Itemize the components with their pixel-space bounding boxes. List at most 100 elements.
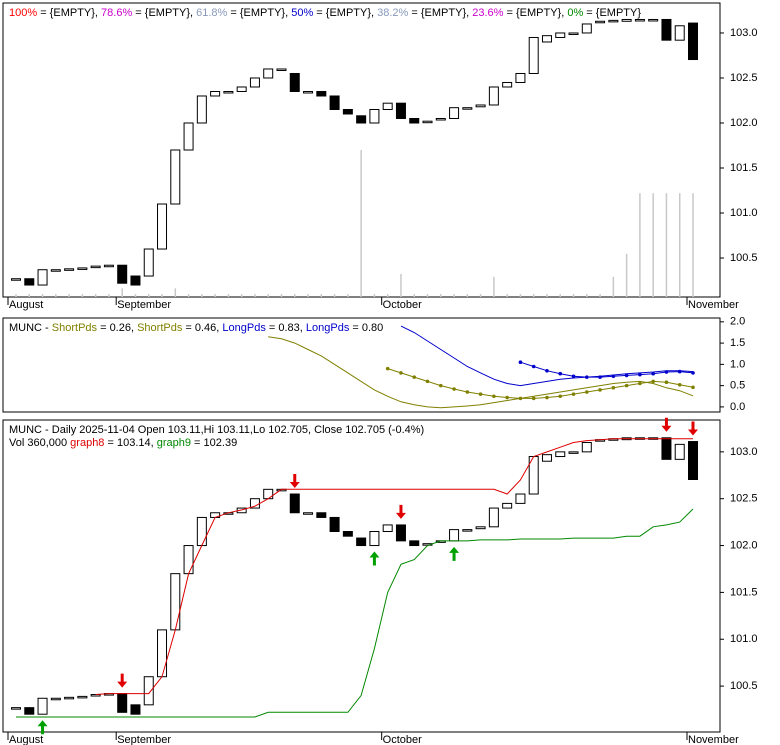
candle [342,108,353,115]
candle [143,248,154,277]
candle [276,68,287,71]
candle [170,573,181,631]
candle [24,278,35,286]
x-tick-label: November [688,299,739,311]
sell-arrow [688,421,698,436]
series-line [95,438,693,695]
candle [289,72,300,92]
candle [103,264,114,268]
candle [621,18,632,22]
buy-arrow [37,720,48,735]
candle [674,25,685,41]
candle [369,108,380,124]
header-part: LongPds [306,322,350,334]
series-line [400,325,694,387]
candle [196,516,207,547]
header-part: = 0.26, [97,322,137,334]
candle [502,502,513,509]
candle [130,704,141,715]
candle [541,454,552,462]
sell-arrow [395,504,406,519]
candle [77,695,88,699]
candle [263,488,274,500]
header-part: 61.8% [196,7,227,19]
candle [329,516,340,532]
sell-arrow [117,673,128,688]
series-line [520,361,694,378]
candle [356,115,367,124]
candle [541,35,552,43]
x-tick-label: September [117,734,171,745]
header-part: 78.6% [101,7,132,19]
candle [64,696,75,700]
y-tick-label: 102.0 [730,117,758,129]
y-tick-label: 103.0 [730,446,758,458]
candle [688,22,698,61]
candle [24,707,35,715]
candle [515,493,526,504]
y-tick-label: 100.5 [730,252,758,264]
series-line [268,336,694,409]
y-tick-label: 0.0 [730,401,745,413]
x-tick-label: September [117,299,171,311]
candle [329,95,340,110]
candle [634,18,645,22]
candle [77,267,88,270]
header-part: 38.2% [377,7,408,19]
header-part: MUNC - [9,322,52,334]
candle [210,90,221,97]
candle [488,507,499,528]
y-tick-label: 1.5 [730,337,745,349]
candle [462,529,473,532]
y-tick-label: 101.0 [730,207,758,219]
header-part: = {EMPTY}, [132,7,196,19]
candle [688,441,698,480]
panel-header: 100% = {EMPTY}, 78.6% = {EMPTY}, 61.8% =… [9,7,641,19]
candle [462,107,473,110]
candle [395,102,406,119]
candle [236,86,247,92]
candle [183,545,194,575]
header-part: = 103.14, [104,437,156,449]
candle [475,104,486,108]
candle [449,529,460,542]
sell-arrow [661,417,672,432]
candle [555,32,566,38]
candle [289,493,300,514]
header-part: 0% [567,7,583,19]
header-part: LongPds [222,322,266,334]
line-marker [385,366,390,371]
candle [568,451,579,454]
candle [117,693,128,713]
header-part: Vol 360,000 [9,437,70,449]
candle [661,18,672,41]
candle [502,81,513,88]
x-tick-label: August [9,734,43,745]
y-tick-label: 1.0 [730,358,745,370]
candle [316,90,327,97]
y-tick-label: 100.5 [730,680,758,692]
x-tick-label: November [688,734,739,745]
candle [475,526,486,530]
y-tick-label: 101.5 [730,162,758,174]
buy-arrow [449,546,460,561]
candle [263,68,274,79]
candle [50,697,61,701]
panel-frame [2,419,721,733]
candle [11,278,21,281]
x-tick-label: October [383,734,422,745]
candle [674,443,685,460]
header-part: 100% [9,7,37,19]
candle [303,90,314,94]
header-part: = {EMPTY}, [313,7,377,19]
sell-arrow [289,474,300,489]
candle [449,107,460,119]
candle [223,90,234,94]
header-part: = 0.80 [349,322,383,334]
header-part: = {EMPTY} [583,7,641,19]
candle [157,629,168,678]
header-part: = 0.83, [266,322,306,334]
header-part: ShortPds [52,322,98,334]
header-part: = {EMPTY}, [37,7,101,19]
